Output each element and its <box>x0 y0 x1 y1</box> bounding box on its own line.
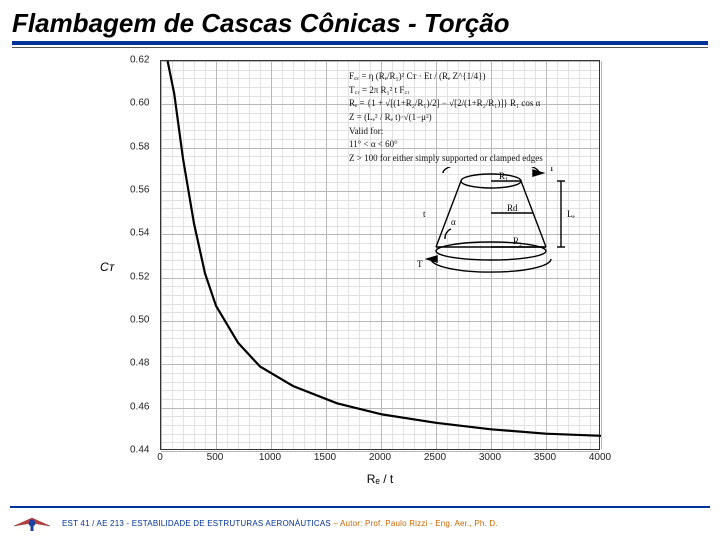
x-tick: 1500 <box>314 452 336 463</box>
eq-valid-label: Valid for: <box>349 126 589 138</box>
diagram-label-t: t <box>423 209 426 219</box>
x-axis-label: Rₑ / t <box>367 472 393 486</box>
footer-author: – Autor: Prof. Paulo Rizzi - Eng. Aer., … <box>331 519 498 528</box>
y-axis-label: Cᴛ <box>100 260 115 274</box>
x-tick: 3500 <box>534 452 556 463</box>
footer-text: EST 41 / AE 213 - ESTABILIDADE DE ESTRUT… <box>62 519 498 528</box>
title-underline <box>12 41 708 45</box>
y-tick: 0.62 <box>130 55 216 66</box>
y-tick: 0.52 <box>130 271 216 282</box>
footer: EST 41 / AE 213 - ESTABILIDADE DE ESTRUT… <box>0 512 720 534</box>
eq-line4: Z = (Lₑ² / Rₑ t)·√(1−μ²) <box>349 112 589 124</box>
logo-icon <box>12 512 52 534</box>
cone-diagram: T R₁ Rd R₂ Lₑ α t T <box>401 167 581 277</box>
y-tick: 0.58 <box>130 141 216 152</box>
diagram-label-T2: T <box>417 259 423 269</box>
y-tick: 0.50 <box>130 315 216 326</box>
footer-divider <box>10 506 710 508</box>
eq-line1: F꜀ᵣ = η (Rₑ/R₁)² Cᴛ · Et / (Rₑ Z^{1/4}) <box>349 71 589 83</box>
x-tick: 4000 <box>589 452 611 463</box>
diagram-label-R1: R₁ <box>499 171 508 181</box>
y-tick: 0.56 <box>130 185 216 196</box>
title-underline-thin <box>12 47 708 48</box>
page-title: Flambagem de Cascas Cônicas - Torção <box>12 8 708 39</box>
equations-box: F꜀ᵣ = η (Rₑ/R₁)² Cᴛ · Et / (Rₑ Z^{1/4}) … <box>349 71 589 167</box>
x-tick: 3000 <box>479 452 501 463</box>
diagram-label-Le: Lₑ <box>567 209 575 219</box>
eq-line3: Rₑ = {1 + √[(1+R₂/R₁)/2] − √[2/(1+R₂/R₁)… <box>349 98 589 110</box>
eq-valid-range: 11° < α < 60° <box>349 139 589 151</box>
y-tick: 0.44 <box>130 445 216 456</box>
x-tick: 500 <box>207 452 224 463</box>
plot-area: F꜀ᵣ = η (Rₑ/R₁)² Cᴛ · Et / (Rₑ Z^{1/4}) … <box>160 60 600 450</box>
diagram-label-Rd: Rd <box>507 203 518 213</box>
y-tick: 0.46 <box>130 401 216 412</box>
eq-line2: T꜀ᵣ = 2π R₁² t F꜀ᵣ <box>349 85 589 97</box>
x-tick: 2500 <box>424 452 446 463</box>
x-tick: 1000 <box>259 452 281 463</box>
y-tick: 0.54 <box>130 228 216 239</box>
chart-container: Cᴛ F꜀ᵣ = η (Rₑ/R₁)² Cᴛ · Et / (Rₑ Z^{1/4… <box>120 52 620 482</box>
diagram-label-R2: R₂ <box>513 236 522 246</box>
footer-course: EST 41 / AE 213 - ESTABILIDADE DE ESTRUT… <box>62 519 331 528</box>
eq-valid-cond: Z > 100 for either simply supported or c… <box>349 153 589 165</box>
title-bar: Flambagem de Cascas Cônicas - Torção <box>0 0 720 52</box>
y-tick: 0.60 <box>130 98 216 109</box>
diagram-label-T: T <box>549 167 555 173</box>
x-tick: 2000 <box>369 452 391 463</box>
diagram-label-alpha: α <box>451 217 456 227</box>
y-tick: 0.48 <box>130 358 216 369</box>
x-tick: 0 <box>157 452 163 463</box>
